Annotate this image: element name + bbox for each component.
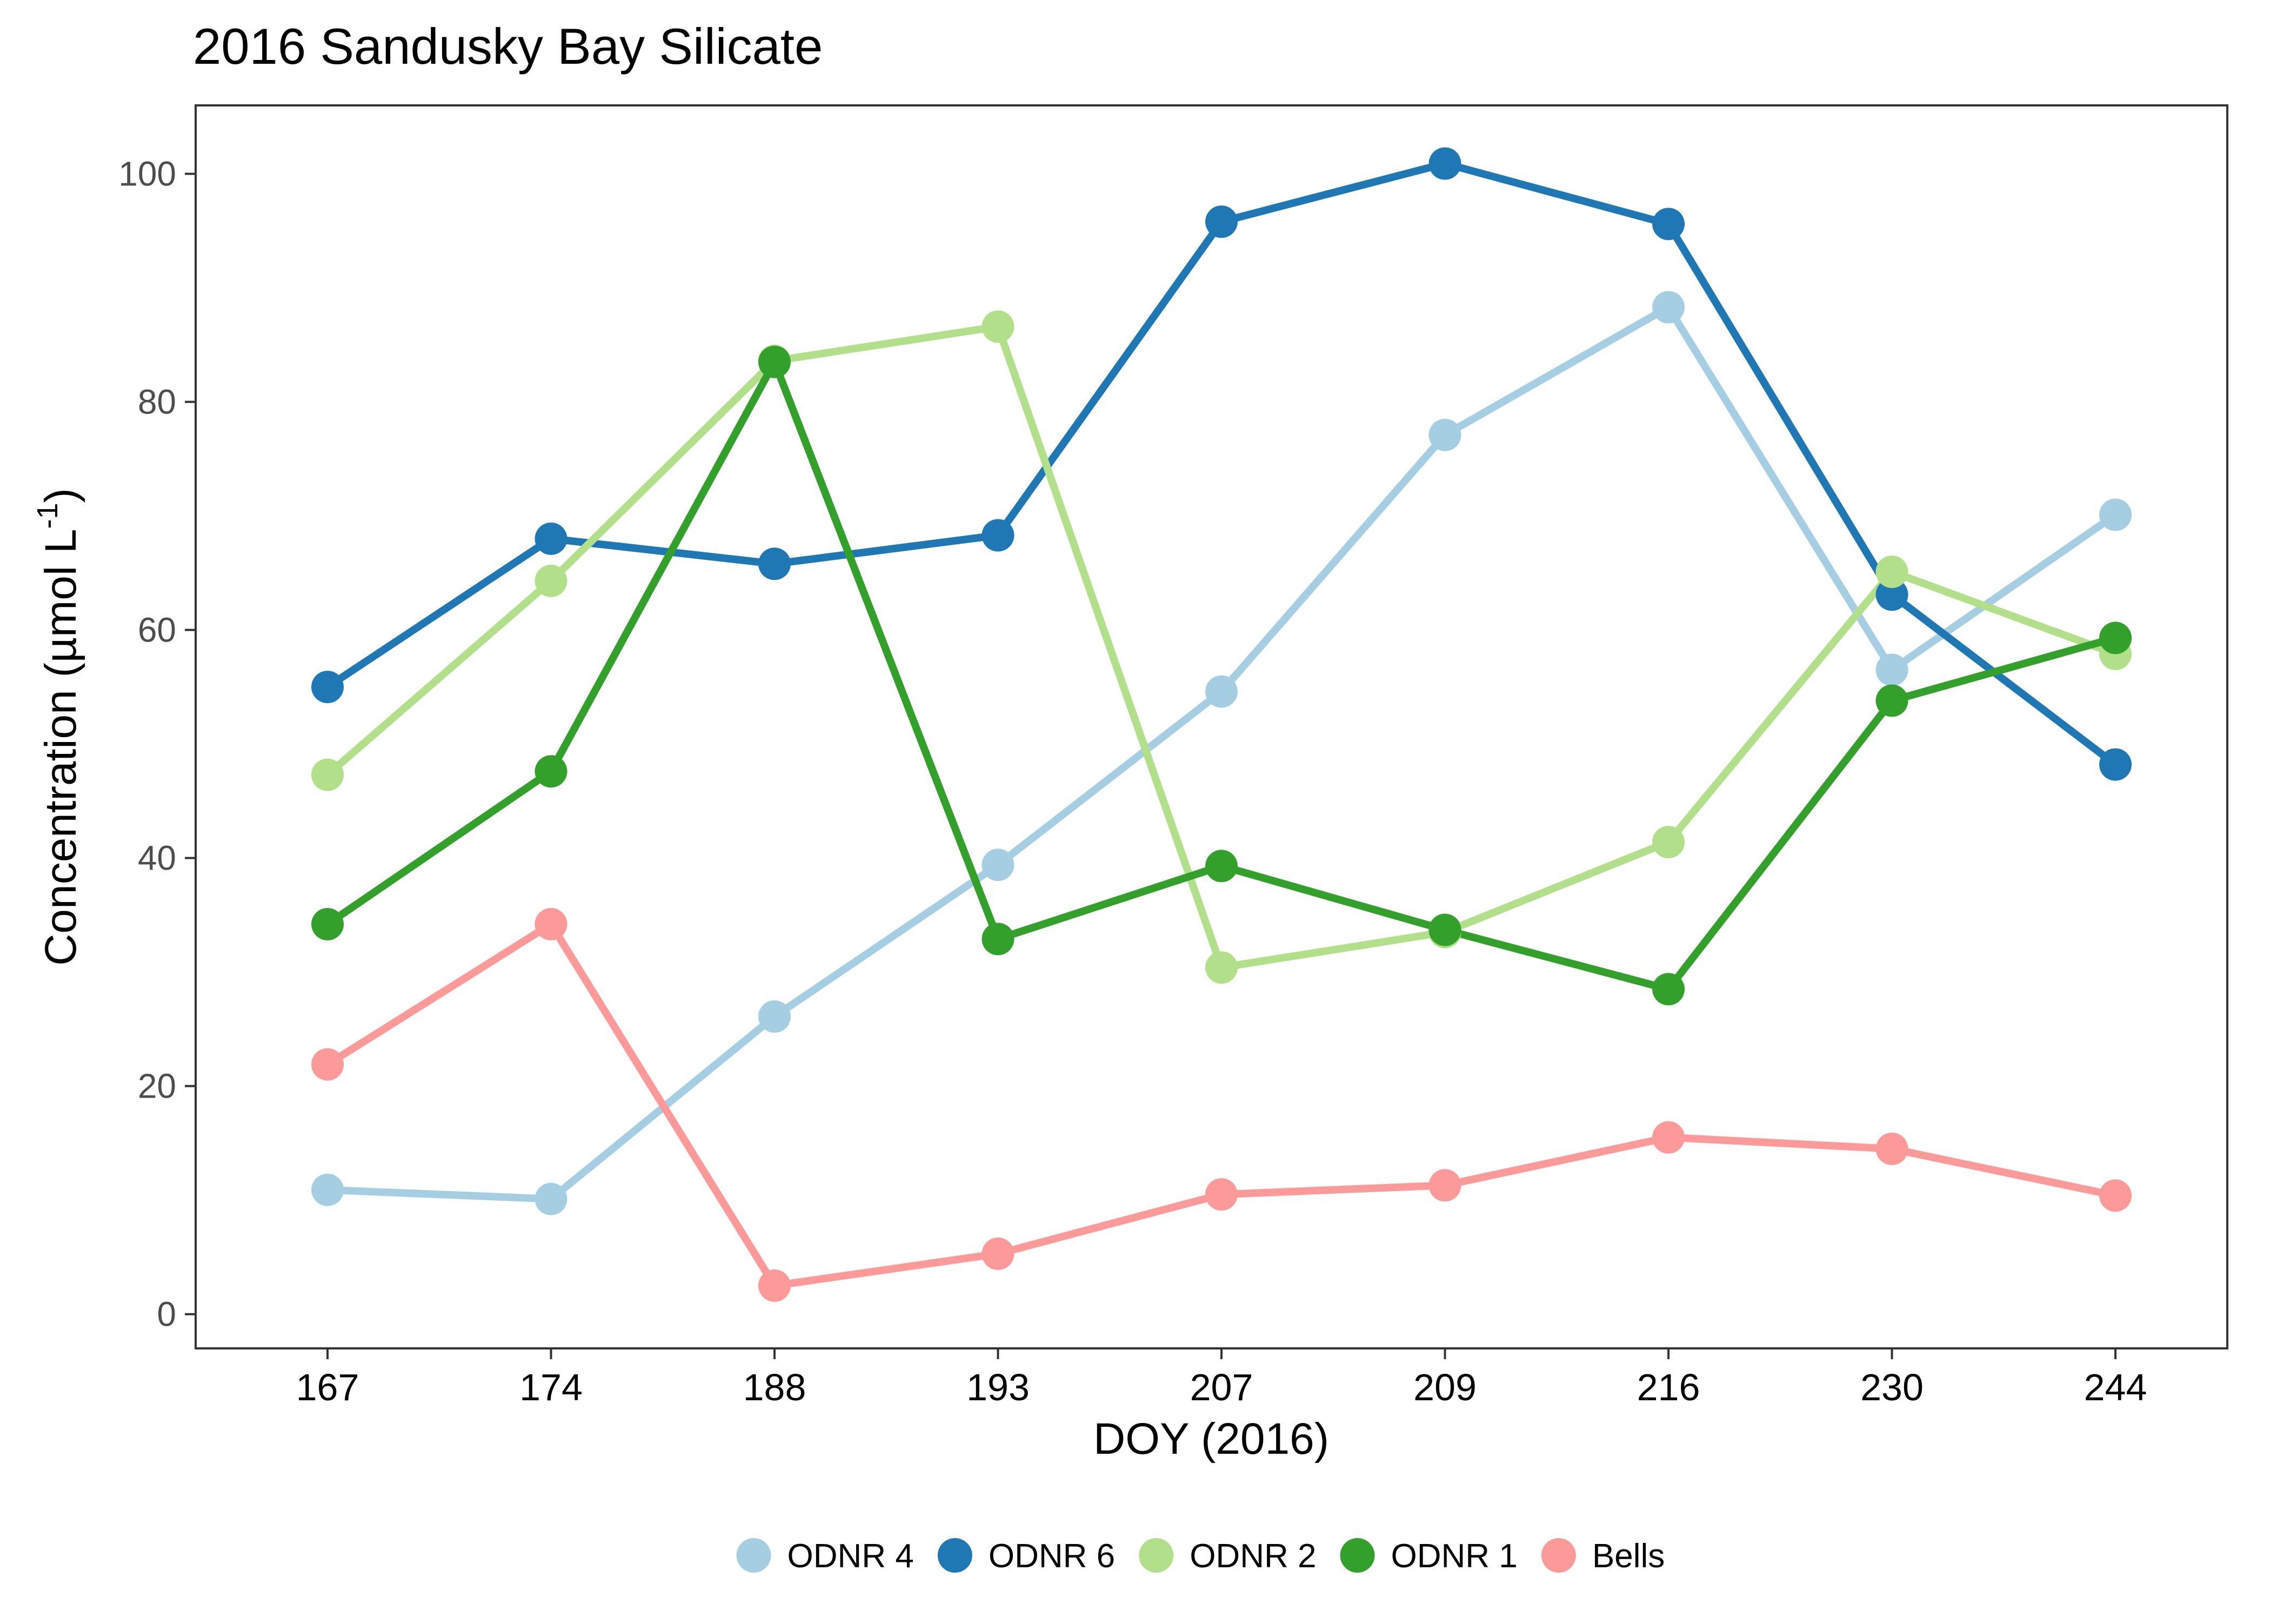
- data-point-odnr-1: [1428, 913, 1461, 946]
- data-point-odnr-1: [1205, 850, 1238, 883]
- y-tick-label: 100: [118, 155, 176, 193]
- data-point-odnr-2: [1652, 826, 1685, 859]
- data-point-odnr-6: [982, 519, 1014, 552]
- data-point-odnr-6: [1652, 208, 1685, 240]
- data-point-odnr-2: [535, 564, 568, 597]
- x-tick-label: 174: [519, 1366, 583, 1408]
- legend-swatch: [1139, 1538, 1174, 1573]
- y-axis: 0 20 40 60 80 100: [118, 155, 196, 1334]
- legend-item-odnr-4: ODNR 4: [736, 1538, 914, 1575]
- data-point-odnr-4: [2099, 498, 2132, 531]
- y-tick-label: 80: [138, 383, 176, 422]
- legend-swatch: [937, 1538, 972, 1573]
- legend-label: ODNR 4: [787, 1538, 914, 1575]
- data-point-odnr-4: [1428, 418, 1461, 451]
- data-point-odnr-1: [1652, 973, 1685, 1006]
- data-point-bells: [1205, 1178, 1238, 1211]
- data-point-odnr-2: [1205, 951, 1238, 984]
- legend-swatch: [736, 1538, 771, 1573]
- legend-label: Bells: [1592, 1538, 1665, 1575]
- legend-item-odnr-1: ODNR 1: [1340, 1538, 1518, 1575]
- data-point-bells: [311, 1048, 344, 1081]
- legend-item-bells: Bells: [1541, 1538, 1665, 1575]
- data-point-odnr-4: [982, 848, 1014, 881]
- legend-label: ODNR 1: [1391, 1538, 1518, 1575]
- data-point-odnr-6: [1205, 205, 1238, 238]
- y-tick-label: 40: [138, 839, 176, 878]
- data-point-bells: [2099, 1179, 2132, 1212]
- data-point-odnr-1: [758, 345, 791, 378]
- data-point-odnr-4: [1652, 291, 1685, 324]
- data-point-odnr-6: [1428, 147, 1461, 180]
- data-point-odnr-6: [758, 547, 791, 580]
- data-point-odnr-4: [535, 1182, 568, 1215]
- data-point-bells: [1428, 1169, 1461, 1202]
- data-point-odnr-1: [2099, 621, 2132, 654]
- x-tick-label: 188: [743, 1366, 806, 1408]
- y-axis-label: Concentration (µmol L-1): [31, 488, 85, 966]
- data-point-odnr-1: [982, 923, 1014, 955]
- data-point-odnr-6: [1875, 578, 1908, 611]
- y-tick-label: 0: [157, 1295, 176, 1334]
- legend-item-odnr-6: ODNR 6: [937, 1538, 1115, 1575]
- x-tick-label: 244: [2084, 1366, 2147, 1408]
- y-tick-label: 20: [138, 1067, 176, 1106]
- series-points: [311, 147, 2132, 1302]
- plot-panel: [195, 104, 2228, 1349]
- data-point-odnr-1: [1875, 684, 1908, 717]
- legend-label: ODNR 2: [1190, 1538, 1316, 1575]
- y-axis-label-main: Concentration (µmol L: [36, 529, 85, 965]
- y-axis-label-close: ): [36, 488, 85, 503]
- data-point-odnr-4: [1875, 653, 1908, 686]
- x-tick-label: 207: [1190, 1366, 1253, 1408]
- data-point-odnr-4: [1205, 675, 1238, 708]
- data-point-odnr-1: [535, 755, 568, 788]
- data-point-odnr-6: [311, 671, 344, 704]
- x-tick-label: 167: [296, 1366, 359, 1408]
- data-point-bells: [982, 1237, 1014, 1270]
- data-point-odnr-4: [311, 1173, 344, 1206]
- data-point-odnr-6: [535, 522, 568, 555]
- data-point-odnr-2: [982, 310, 1014, 343]
- x-axis: 167 174 188 193 207 209 216 230 244: [296, 1348, 2147, 1408]
- data-point-bells: [1652, 1121, 1685, 1154]
- data-point-bells: [1875, 1132, 1908, 1165]
- legend-label: ODNR 6: [989, 1538, 1115, 1575]
- x-axis-label: DOY (2016): [1093, 1414, 1329, 1463]
- data-point-odnr-2: [311, 758, 344, 791]
- x-tick-label: 209: [1413, 1366, 1477, 1408]
- y-tick-label: 60: [138, 611, 176, 650]
- x-tick-label: 216: [1637, 1366, 1700, 1408]
- y-axis-label-superscript: -1: [31, 503, 64, 529]
- data-point-odnr-2: [1875, 556, 1908, 589]
- chart-title: 2016 Sandusky Bay Silicate: [193, 18, 823, 75]
- legend-swatch: [1340, 1538, 1375, 1573]
- data-point-odnr-6: [2099, 748, 2132, 781]
- legend-item-odnr-2: ODNR 2: [1139, 1538, 1316, 1575]
- legend: ODNR 4 ODNR 6 ODNR 2 ODNR 1 Bells: [736, 1538, 1665, 1575]
- data-point-bells: [535, 908, 568, 941]
- data-point-odnr-4: [758, 1000, 791, 1033]
- legend-swatch: [1541, 1538, 1576, 1573]
- data-point-bells: [758, 1269, 791, 1302]
- data-point-odnr-1: [311, 908, 344, 941]
- x-tick-label: 193: [966, 1366, 1030, 1408]
- x-tick-label: 230: [1860, 1366, 1924, 1408]
